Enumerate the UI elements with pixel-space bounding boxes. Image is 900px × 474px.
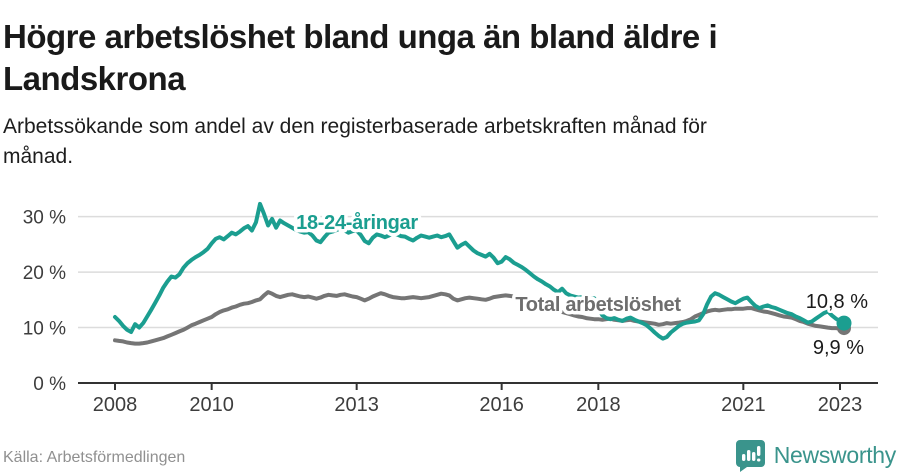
x-tick-label: 2013: [334, 394, 379, 416]
brand-logo: Newsworthy: [734, 438, 896, 472]
series-lines: [113, 201, 846, 346]
x-tick-label: 2016: [479, 394, 524, 416]
x-tick-label: 2010: [189, 394, 234, 416]
series-line-total: [113, 290, 846, 346]
y-tick-label: 20 %: [23, 263, 66, 284]
gridlines: [78, 215, 878, 329]
page-title: Högre arbetslöshet bland unga än bland ä…: [3, 16, 823, 100]
x-tick-label: 2008: [93, 394, 138, 416]
unemployment-line-chart: 2008 2010 2013 2016 2018 2021 2023 0 % 10 % 20 %…: [23, 201, 878, 416]
x-tick-label: 2018: [576, 394, 621, 416]
brand-name: Newsworthy: [773, 441, 897, 468]
x-tick-label: 2023: [818, 394, 863, 416]
series-label-youth: 18-24-åringar: [296, 211, 418, 234]
title-line-2: Landskrona: [3, 60, 186, 98]
subtitle-line-2: månad.: [3, 145, 74, 168]
y-axis-labels: 0 % 10 % 20 % 30 %: [23, 208, 66, 395]
title-line-1: Högre arbetslöshet bland unga än bland ä…: [3, 18, 718, 56]
series-line-youth: [113, 201, 846, 341]
newsworthy-icon: [735, 440, 765, 472]
end-value-label-youth: 10,8 %: [806, 291, 868, 313]
y-tick-label: 0 %: [33, 374, 66, 395]
y-tick-label: 30 %: [23, 208, 66, 229]
subtitle-line-1: Arbetssökande som andel av den registerb…: [3, 115, 707, 138]
x-axis-ticks: 2008 2010 2013 2016 2018 2021 2023: [93, 383, 862, 416]
x-tick-label: 2021: [721, 394, 766, 416]
chart-subtitle: Arbetssökande som andel av den registerb…: [3, 112, 823, 172]
series-label-total: Total arbetslöshet: [515, 294, 681, 316]
y-tick-label: 10 %: [23, 319, 66, 340]
end-dot-youth: [836, 315, 852, 331]
source-credit: Källa: Arbetsförmedlingen: [3, 449, 186, 466]
end-value-label-total: 9,9 %: [813, 337, 864, 359]
series-end-dots: [836, 315, 852, 336]
